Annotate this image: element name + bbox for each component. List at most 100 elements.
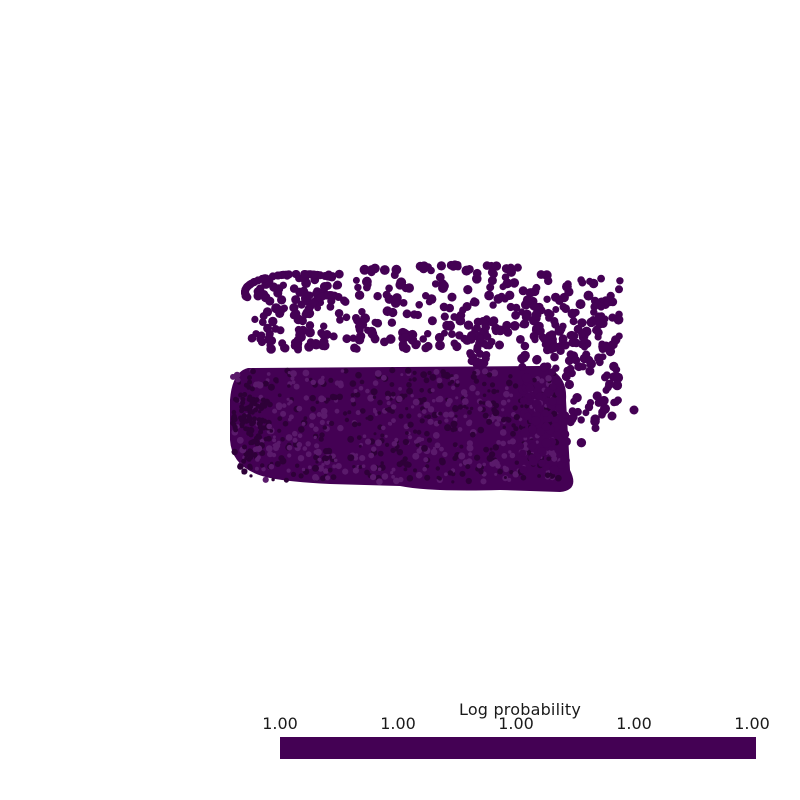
point [253,407,258,413]
point [473,343,482,352]
point [326,303,335,311]
point [597,274,605,283]
point [531,303,540,312]
point [594,328,603,337]
point [403,461,411,468]
point [290,370,297,377]
point [412,452,420,460]
point [473,378,480,384]
point [439,281,449,291]
point [316,412,322,417]
point [241,468,248,475]
point [423,401,431,409]
point [288,399,293,404]
point [603,371,611,380]
point [444,418,449,423]
point [468,452,473,457]
point [248,454,254,460]
point [390,271,399,279]
point [335,463,342,470]
point [322,397,327,401]
point [455,331,464,340]
point [281,403,287,408]
point [519,397,528,405]
point [391,475,395,479]
point [413,468,417,473]
point [264,334,275,345]
point [452,442,458,448]
point [247,379,253,385]
point [262,403,268,409]
point [289,284,299,293]
point [318,436,324,442]
point [501,453,508,459]
point [271,477,275,482]
point [304,304,313,313]
point [286,397,290,401]
point [562,281,572,292]
point [265,445,273,452]
point [329,393,337,401]
point [493,294,504,304]
point [494,472,498,476]
point [440,312,449,321]
point [347,435,355,443]
point [413,439,418,444]
point [271,452,277,458]
point [293,383,300,390]
point [396,395,403,403]
point [448,411,455,418]
point [258,318,267,326]
point [561,372,571,382]
point [613,372,624,383]
point [416,429,422,435]
point [292,430,298,437]
point [380,337,389,347]
point [424,430,430,437]
point [486,283,495,292]
point [347,410,352,415]
point [358,308,366,316]
point [539,378,545,384]
point [350,397,356,403]
point [489,460,497,467]
point [571,356,581,365]
point [356,435,362,440]
point [317,292,326,301]
point [605,379,614,389]
point [475,390,480,396]
point [291,380,296,385]
point [398,476,404,483]
point [328,377,334,383]
point [408,378,412,382]
point [255,445,263,452]
point [552,364,560,372]
point [367,394,375,402]
point [380,461,384,465]
point-cloud [230,260,639,492]
point [257,422,263,428]
point [425,464,430,469]
point [235,377,241,383]
point [495,463,501,469]
point [329,420,335,426]
point [474,454,481,461]
point [513,414,520,421]
point [407,329,418,340]
point [317,465,325,472]
point [295,331,304,340]
point [416,448,423,454]
point [296,405,303,412]
point [385,395,390,401]
point [467,410,472,415]
point [275,403,283,410]
point [277,295,287,305]
point [323,448,330,455]
point [297,455,305,462]
point [277,393,282,398]
point [309,423,315,428]
point [412,398,420,406]
point [302,369,310,377]
point [267,451,274,458]
